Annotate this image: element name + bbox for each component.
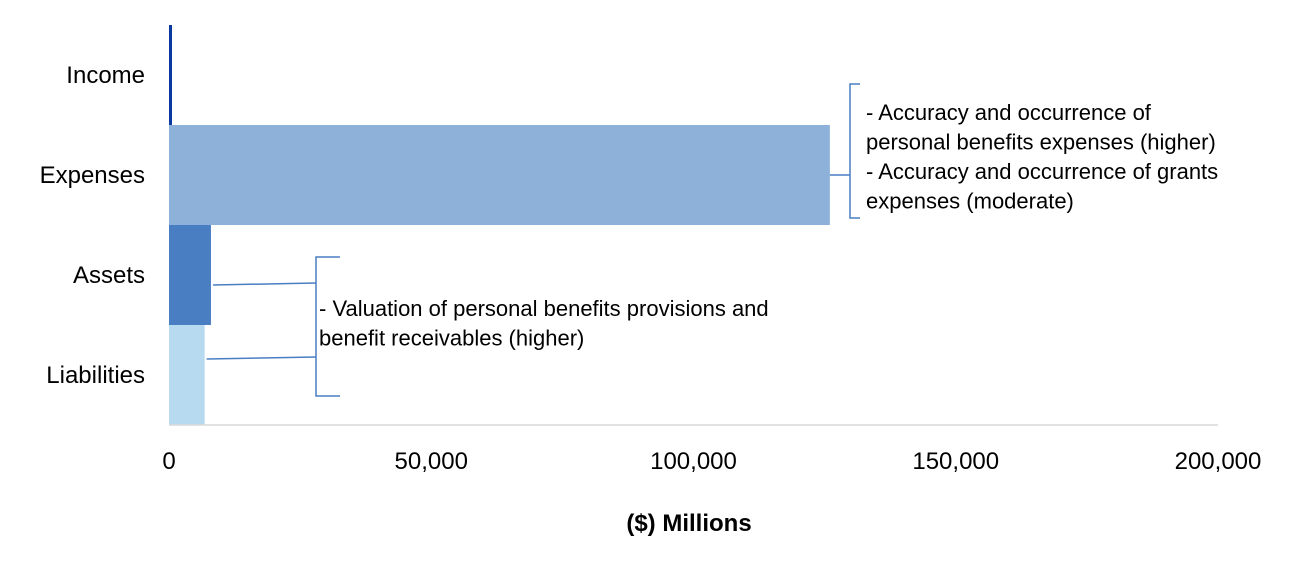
annotation-text-line: personal benefits expenses (higher): [866, 130, 1216, 155]
annotation-text: - Accuracy and occurrence of personal ben…: [866, 100, 1218, 214]
bar-liabilities: [169, 325, 205, 425]
annotation-text-line: - Accuracy and occurrence of grants: [866, 159, 1218, 184]
annotation-text-line: benefit receivables (higher): [319, 326, 584, 351]
bars: [169, 25, 830, 425]
x-tick-label: 150,000: [912, 448, 999, 475]
x-tick-label: 50,000: [395, 448, 468, 475]
x-axis-title: ($) Millions: [626, 510, 751, 537]
x-tick-labels: 0 50,000 100,000 150,000 200,000: [162, 448, 1261, 475]
annotation-expenses-risks: - Accuracy and occurrence of personal ben…: [829, 83, 1218, 219]
annotation-leader-line: [212, 282, 317, 286]
annotation-text-line: - Valuation of personal benefits provisi…: [319, 296, 769, 321]
category-label-liabilities: Liabilities: [46, 362, 145, 389]
category-labels: Income Expenses Assets Liabilities: [40, 62, 145, 389]
annotation-text-line: - Accuracy and occurrence of: [866, 100, 1152, 125]
x-tick-label: 0: [162, 448, 175, 475]
annotation-leader-line: [206, 356, 317, 360]
annotation-bracket: [849, 83, 860, 219]
bar-expenses: [169, 125, 830, 225]
x-tick-label: 200,000: [1175, 448, 1262, 475]
annotation-text: - Valuation of personal benefits provisi…: [319, 296, 769, 351]
annotation-balance-sheet-risks: - Valuation of personal benefits provisi…: [206, 256, 769, 397]
category-label-expenses: Expenses: [40, 162, 145, 189]
annotation-text-line: expenses (moderate): [866, 189, 1074, 214]
category-label-income: Income: [66, 62, 145, 89]
annotation-bracket: [315, 256, 340, 397]
category-label-assets: Assets: [73, 262, 145, 289]
bar-income: [169, 25, 172, 125]
annotations: - Accuracy and occurrence of personal ben…: [206, 83, 1218, 397]
x-tick-label: 100,000: [650, 448, 737, 475]
bar-assets: [169, 225, 211, 325]
